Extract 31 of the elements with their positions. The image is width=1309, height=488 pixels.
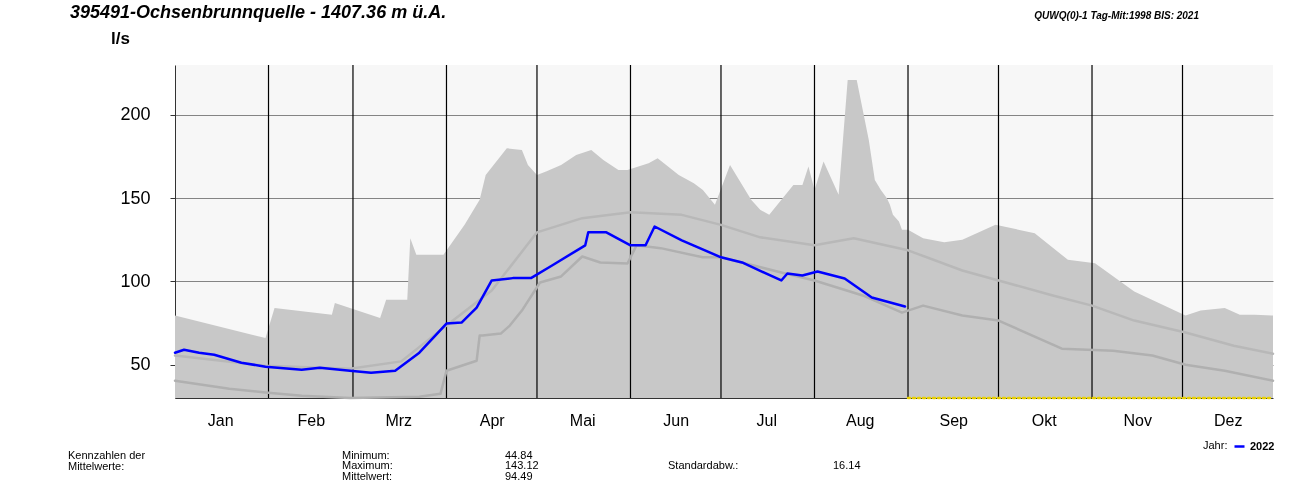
x-tick-label: Aug — [846, 411, 875, 429]
y-tick-label: 50 — [130, 354, 151, 375]
text: 16.14 — [833, 459, 861, 471]
legend-title: Jahr: — [1203, 439, 1228, 451]
x-tick-label: Jun — [663, 411, 690, 429]
text: Minimum: — [342, 449, 390, 461]
y-tick-label: 100 — [120, 270, 151, 291]
y-tick-label: 150 — [120, 187, 151, 208]
x-tick-label: Mai — [569, 411, 596, 429]
y-tick-label: 200 — [120, 104, 151, 125]
chart-title: 395491-Ochsenbrunnquelle - 1407.36 m ü.A. — [70, 2, 447, 23]
text: 44.84 — [505, 449, 533, 461]
text: Kennzahlen der Mittelwerte: — [68, 449, 147, 472]
x-tick-label: Sep — [939, 411, 969, 429]
x-tick-label: Jul — [756, 411, 777, 429]
x-tick-label: Mrz — [385, 411, 413, 429]
x-tick-label: Feb — [297, 411, 326, 429]
x-tick-label: Nov — [1123, 411, 1152, 429]
x-tick-label: Dez — [1214, 411, 1243, 429]
text: Standardabw.: — [668, 459, 739, 471]
line-series — [173, 225, 907, 374]
text: Mittelwert: — [342, 470, 393, 482]
text: 143.12 — [505, 459, 539, 471]
text: 94.49 — [505, 470, 533, 482]
chart-subtitle: QUWQ(0)-1 Tag-Mit:1998 BIS: 2021 — [1034, 10, 1199, 21]
x-tick-label: Okt — [1031, 411, 1058, 429]
text: Maximum: — [342, 459, 393, 471]
x-tick-label: Jan — [207, 411, 234, 429]
legend-label: 2022 — [1250, 439, 1275, 452]
x-tick-label: Apr — [479, 411, 506, 429]
y-axis-title: l/s — [111, 28, 130, 48]
